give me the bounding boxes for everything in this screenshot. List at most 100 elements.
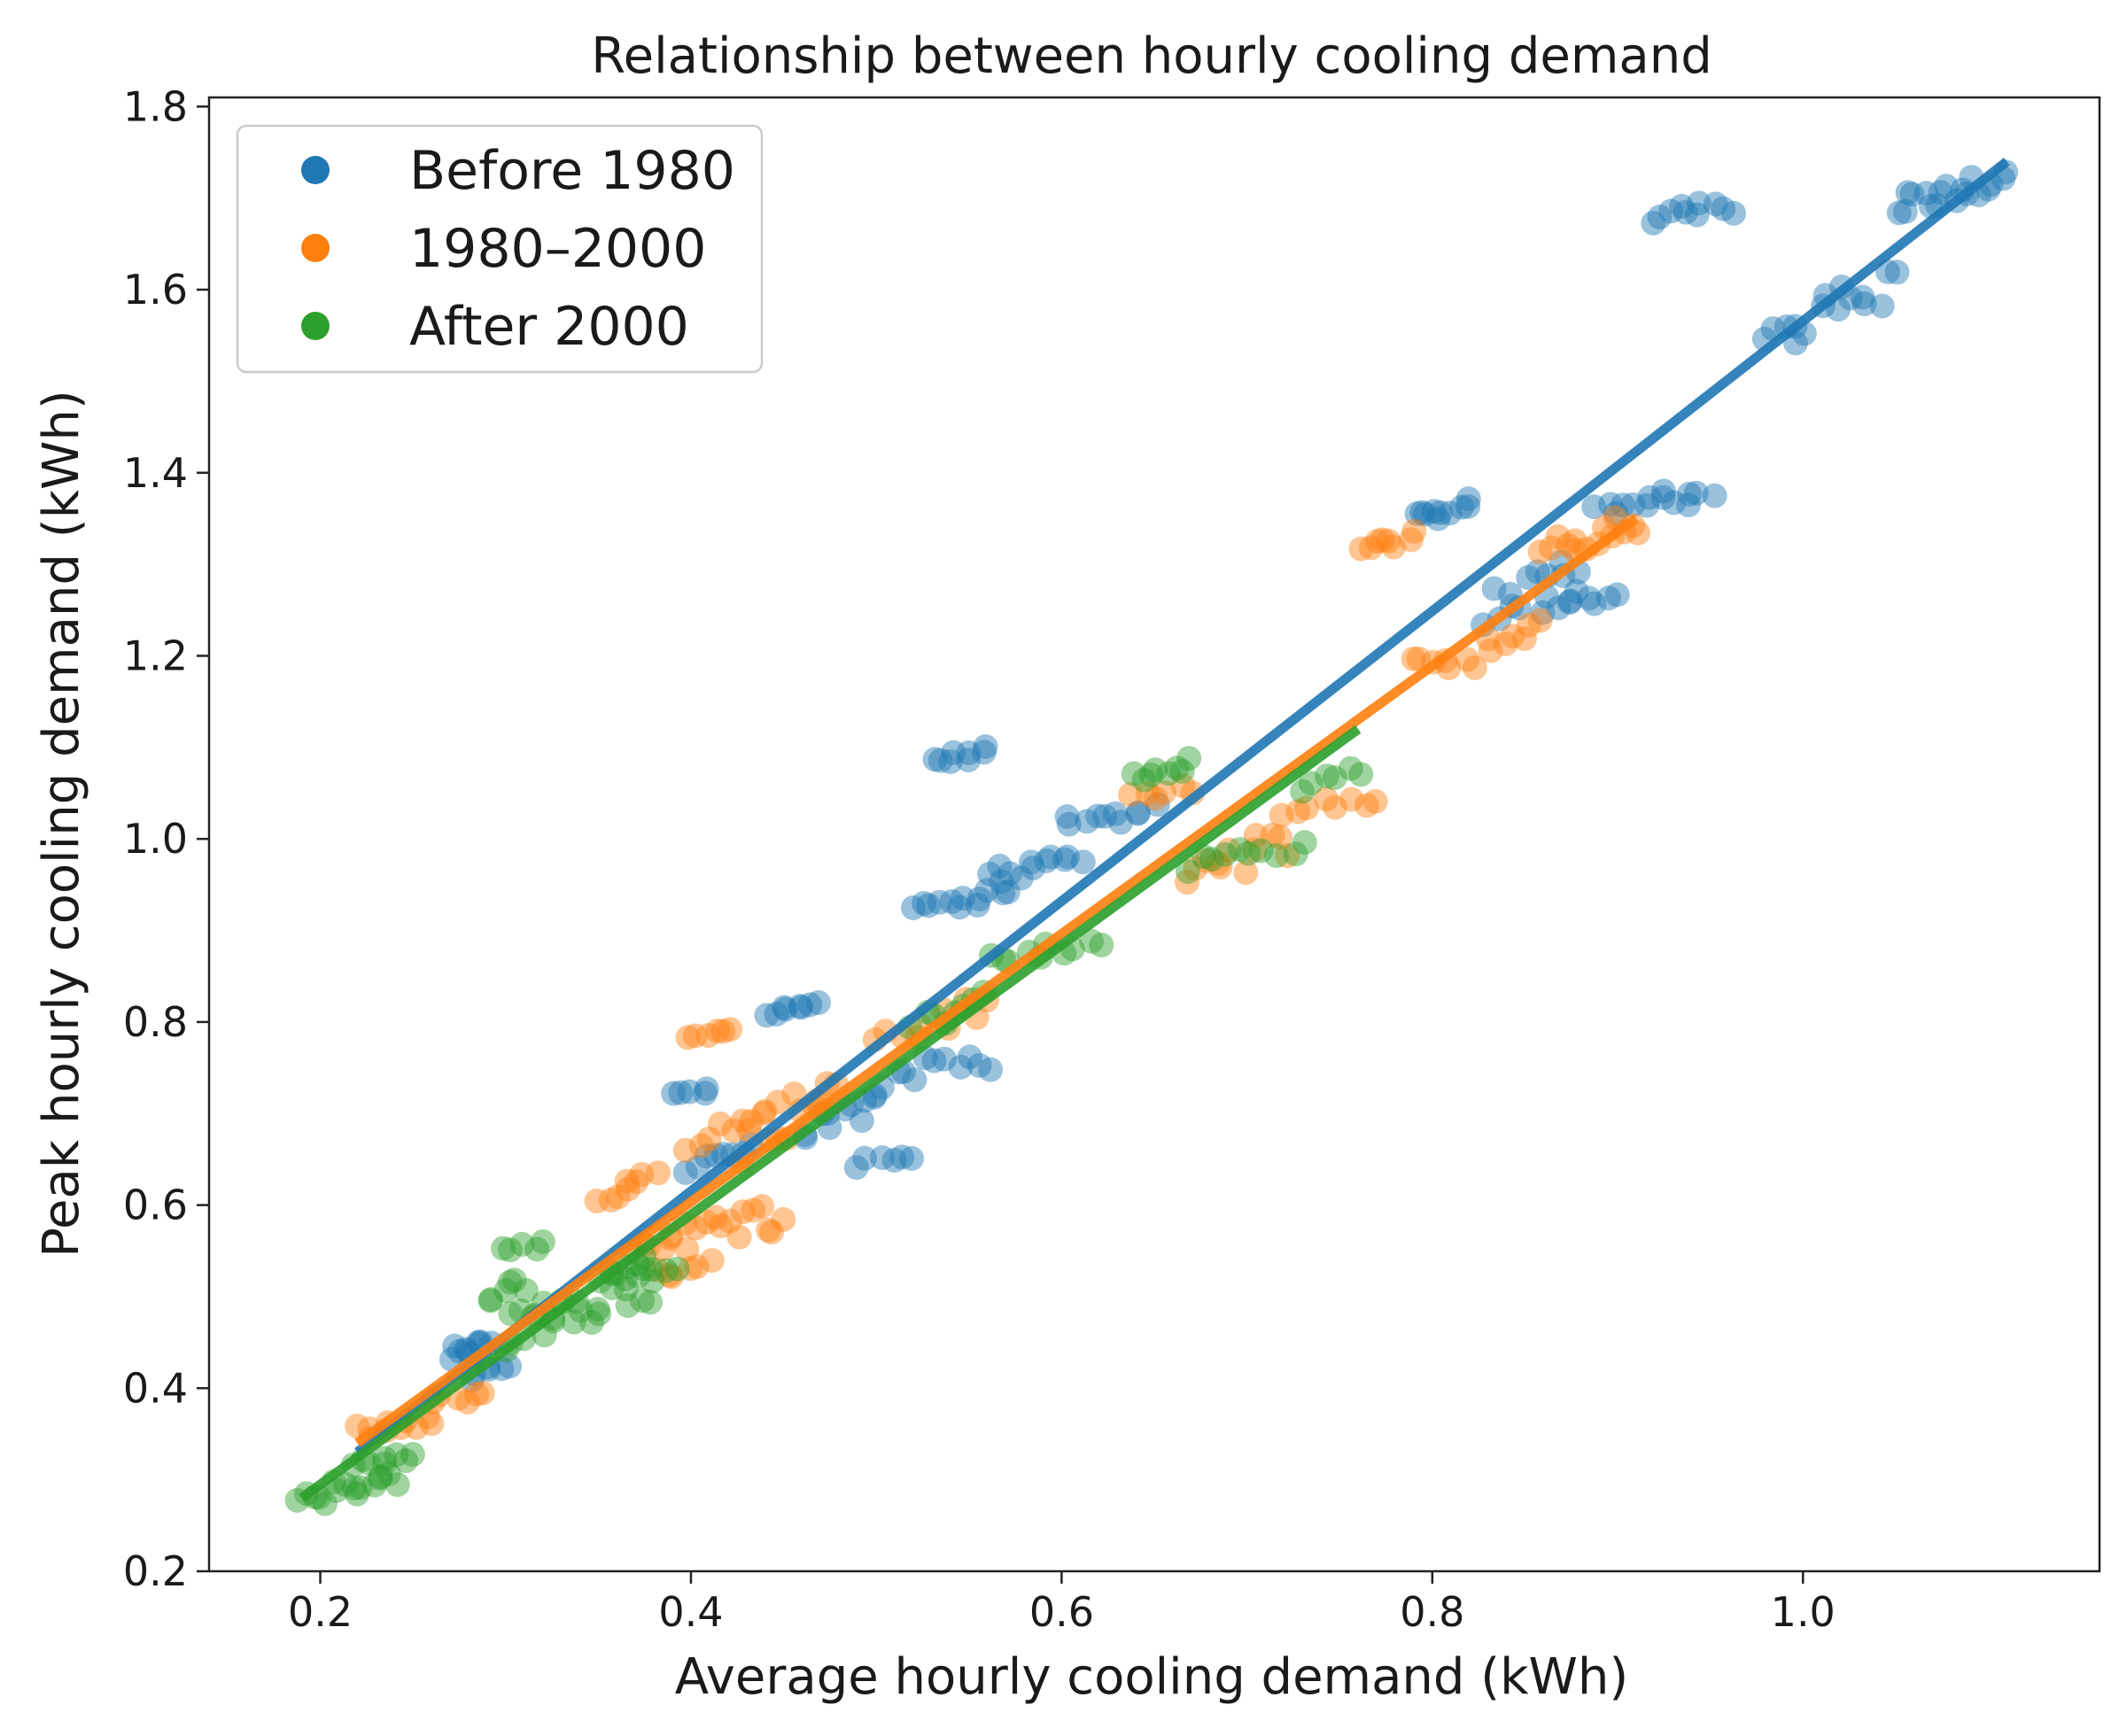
data-point (1138, 762, 1164, 787)
data-point (332, 1472, 358, 1498)
data-point (586, 1301, 611, 1327)
data-point (928, 748, 953, 773)
data-point (1869, 293, 1895, 319)
data-point (997, 861, 1023, 887)
data-point (749, 1194, 775, 1220)
data-point (638, 1290, 664, 1315)
data-point (1511, 626, 1537, 652)
data-point (950, 886, 975, 911)
data-point (978, 1057, 1004, 1082)
data-point (1151, 779, 1176, 805)
data-point (454, 1389, 480, 1414)
data-point (1421, 499, 1447, 524)
data-point (995, 879, 1021, 904)
data-point (694, 1143, 719, 1169)
y-tick-label: 1.8 (123, 82, 188, 130)
data-point (672, 1137, 698, 1163)
y-tick-label: 1.2 (123, 632, 188, 679)
data-point (677, 1079, 702, 1104)
fit-line-series-1 (354, 514, 1640, 1447)
data-point (1641, 210, 1666, 236)
data-point (524, 1236, 550, 1262)
data-point (1315, 763, 1340, 789)
data-point (1381, 534, 1407, 560)
data-point (345, 1414, 370, 1439)
data-point (683, 1215, 709, 1241)
data-point (1070, 849, 1096, 875)
data-point (605, 1184, 631, 1210)
data-point (1684, 202, 1710, 228)
data-point (629, 1288, 655, 1314)
data-point (1260, 822, 1285, 848)
data-point (1085, 803, 1111, 829)
data-point (1462, 655, 1487, 680)
data-point (788, 995, 814, 1020)
data-point (965, 892, 990, 918)
data-point (1401, 646, 1426, 671)
data-point (937, 748, 963, 774)
data-point (1125, 801, 1151, 826)
data-point (1199, 847, 1224, 872)
data-point (685, 1154, 710, 1180)
data-point (513, 1278, 539, 1304)
x-axis-ticks: 0.2 0.4 0.6 0.8 1.0 (288, 1571, 1836, 1636)
data-point (615, 1292, 640, 1318)
data-point (1913, 181, 1939, 206)
data-point (312, 1491, 338, 1516)
data-point (1338, 756, 1363, 781)
data-point (1118, 782, 1144, 808)
data-point (1595, 585, 1621, 611)
data-point (490, 1236, 516, 1261)
data-point (721, 1118, 747, 1143)
data-point (1527, 608, 1553, 633)
data-point (1604, 582, 1630, 608)
data-point (726, 1224, 752, 1250)
data-point (1103, 801, 1129, 826)
data-point (598, 1187, 624, 1213)
data-point (1034, 848, 1060, 873)
data-point (922, 747, 948, 772)
data-point (1481, 576, 1507, 601)
y-tick-label: 1.0 (123, 815, 188, 863)
data-point (1556, 532, 1581, 558)
data-point (806, 990, 832, 1016)
data-point (530, 1228, 555, 1254)
data-point (1126, 800, 1152, 825)
data-point (629, 1161, 655, 1187)
data-point (957, 1044, 982, 1070)
data-point (692, 1081, 718, 1106)
legend-entries: Before 1980 1980–2000 After 2000 (301, 140, 735, 358)
data-point (661, 1081, 687, 1106)
data-point (1170, 773, 1196, 799)
data-point (756, 1217, 781, 1243)
data-point (1322, 794, 1347, 820)
data-point (1455, 493, 1481, 519)
data-point (1406, 646, 1432, 671)
x-axis-label: Average hourly cooling demand (kWh) (675, 1648, 1629, 1706)
data-point (613, 1276, 639, 1302)
data-point (323, 1478, 349, 1504)
data-point (1021, 856, 1046, 881)
data-point (1008, 865, 1034, 891)
y-tick-label: 0.4 (123, 1364, 188, 1412)
data-point (1263, 843, 1289, 869)
data-point (645, 1160, 671, 1186)
data-point (1175, 869, 1200, 895)
data-point (372, 1451, 398, 1476)
data-point (498, 1301, 524, 1327)
data-point (987, 853, 1013, 879)
data-point (674, 1236, 700, 1262)
data-point (788, 993, 813, 1019)
data-point (705, 1018, 731, 1043)
data-point (639, 1257, 664, 1283)
data-point (973, 734, 998, 760)
data-point (1143, 786, 1168, 811)
data-point (1557, 588, 1583, 614)
data-point (730, 1199, 756, 1225)
data-point (1525, 559, 1550, 585)
data-point (1455, 486, 1481, 512)
data-point (1313, 787, 1339, 812)
data-point (1404, 500, 1430, 526)
data-point (694, 1076, 719, 1102)
